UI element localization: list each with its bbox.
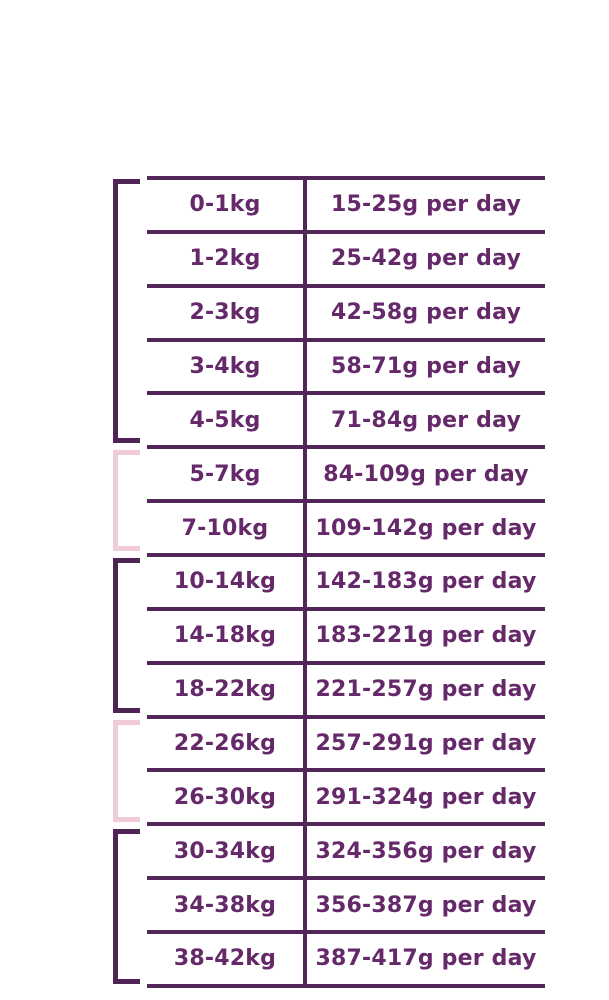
weight-range-cell: 10-14kg xyxy=(147,557,307,607)
daily-amount-cell: 291-324g per day xyxy=(315,784,537,810)
table-row: 3-4kg 58-71g per day xyxy=(147,337,545,392)
table-row: 34-38kg 356-387g per day xyxy=(147,876,545,931)
daily-amount-cell: 183-221g per day xyxy=(315,623,537,649)
feeding-guide-table: 0-1kg 15-25g per day 1-2kg 25-42g per da… xyxy=(147,176,545,988)
daily-amount-cell: 356-387g per day xyxy=(315,892,537,918)
table-row: 38-42kg 387-417g per day xyxy=(147,930,545,984)
group-bracket-dark xyxy=(113,557,140,714)
table-row: 14-18kg 183-221g per day xyxy=(147,606,545,661)
daily-amount-cell: 142-183g per day xyxy=(315,569,537,595)
table-row: 22-26kg 257-291g per day xyxy=(147,714,545,769)
group-bracket-pink xyxy=(113,449,140,551)
weight-range-cell: 4-5kg xyxy=(147,395,307,446)
weight-range-cell: 14-18kg xyxy=(147,610,307,661)
weight-range-cell: 38-42kg xyxy=(147,934,307,984)
daily-amount-cell: 324-356g per day xyxy=(315,838,537,864)
weight-range-cell: 1-2kg xyxy=(147,233,307,284)
weight-range-cell: 30-34kg xyxy=(147,826,307,877)
daily-amount-cell: 25-42g per day xyxy=(330,246,521,272)
table-row: 30-34kg 324-356g per day xyxy=(147,822,545,877)
weight-range-cell: 5-7kg xyxy=(147,449,307,500)
daily-amount-cell: 58-71g per day xyxy=(330,354,521,379)
daily-amount-cell: 221-257g per day xyxy=(315,677,537,703)
table-row: 18-22kg 221-257g per day xyxy=(147,660,545,715)
table-row: 4-5kg 71-84g per day xyxy=(147,391,545,446)
weight-range-cell: 22-26kg xyxy=(147,718,307,769)
weight-range-cell: 3-4kg xyxy=(147,341,307,392)
daily-amount-cell: 15-25g per day xyxy=(330,192,521,218)
daily-amount-cell: 84-109g per day xyxy=(323,461,529,487)
daily-amount-cell: 42-58g per day xyxy=(330,300,521,326)
daily-amount-cell: 109-142g per day xyxy=(315,515,537,541)
weight-range-cell: 0-1kg xyxy=(147,180,307,230)
weight-range-cell: 2-3kg xyxy=(147,287,307,338)
weight-range-cell: 18-22kg xyxy=(147,664,307,715)
daily-amount-cell: 387-417g per day xyxy=(315,946,537,972)
table-row: 1-2kg 25-42g per day xyxy=(147,229,545,284)
table-row: 7-10kg 109-142g per day xyxy=(147,499,545,554)
table-row: 0-1kg 15-25g per day xyxy=(147,176,545,230)
weight-range-cell: 26-30kg xyxy=(147,772,307,823)
daily-amount-cell: 71-84g per day xyxy=(330,407,521,433)
group-bracket-pink xyxy=(113,720,140,822)
weight-range-cell: 34-38kg xyxy=(147,880,307,931)
table-row: 10-14kg 142-183g per day xyxy=(147,553,545,607)
group-bracket-dark xyxy=(113,179,140,443)
daily-amount-cell: 257-291g per day xyxy=(315,731,537,757)
table-row: 2-3kg 42-58g per day xyxy=(147,283,545,338)
table-row: 26-30kg 291-324g per day xyxy=(147,768,545,823)
group-bracket-dark xyxy=(113,828,140,984)
weight-range-cell: 7-10kg xyxy=(147,503,307,554)
table-row: 5-7kg 84-109g per day xyxy=(147,445,545,500)
